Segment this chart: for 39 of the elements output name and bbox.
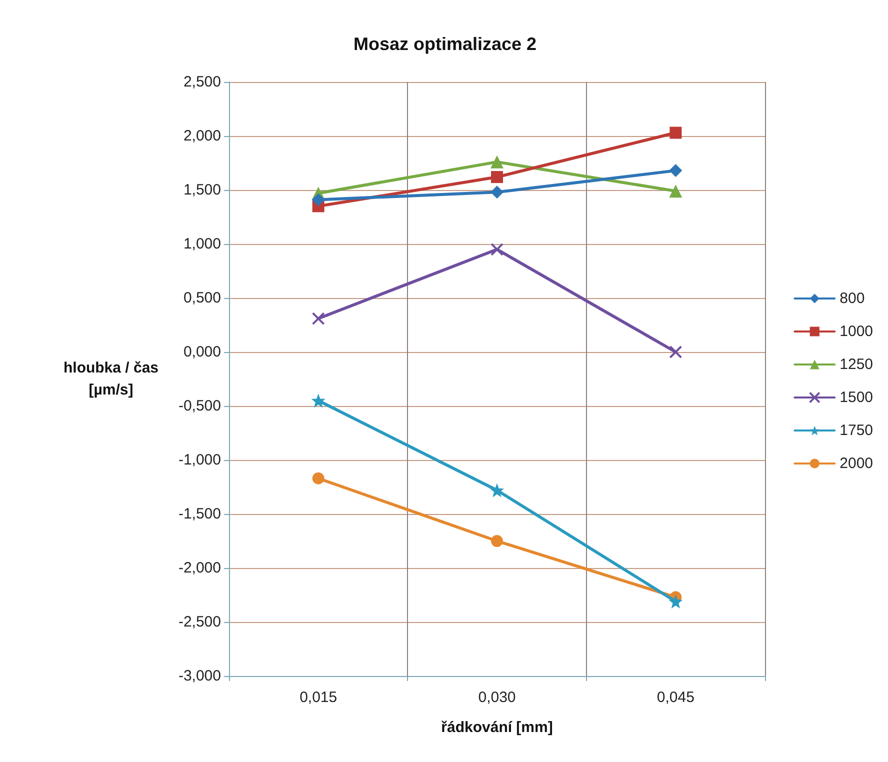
point	[491, 171, 503, 184]
point	[491, 535, 503, 547]
y-tick-label: -1,500	[178, 506, 221, 522]
y-tick-label: 0,000	[183, 344, 221, 360]
y-tick-label: -2,000	[178, 560, 221, 576]
point	[312, 472, 324, 484]
point	[490, 186, 504, 199]
point	[669, 164, 682, 178]
legend-label: 1500	[840, 389, 874, 406]
y-tick-label: -2,500	[178, 614, 221, 630]
x-tick-label: 0,030	[478, 689, 516, 706]
legend-label: 2000	[840, 455, 874, 472]
point	[670, 126, 682, 139]
y-tick-label: 2,500	[183, 74, 221, 90]
point	[490, 155, 504, 168]
y-tick-label: 1,500	[183, 182, 221, 198]
x-tick-label: 0,045	[656, 689, 694, 706]
point	[312, 312, 325, 326]
y-tick-label: 1,000	[183, 236, 221, 252]
x-axis-title: řádkování [mm]	[441, 719, 553, 736]
point	[669, 346, 682, 358]
y-tick-label: 2,000	[183, 128, 221, 144]
y-tick-label: 0,500	[183, 290, 221, 306]
chart-title: Mosaz optimalizace 2	[353, 34, 537, 54]
legend-label: 1250	[840, 356, 874, 373]
legend-label: 1000	[840, 323, 874, 340]
point	[668, 594, 683, 608]
y-tick-label: -3,000	[178, 668, 221, 684]
y-tick-label: -0,500	[178, 398, 221, 414]
legend-label: 800	[840, 290, 865, 307]
point	[312, 193, 325, 206]
y-tick-label: -1,000	[178, 452, 221, 468]
legend-label: 1750	[840, 422, 874, 439]
point	[669, 184, 682, 198]
point	[311, 394, 326, 408]
point	[490, 483, 504, 498]
x-tick-label: 0,015	[300, 689, 338, 706]
point	[490, 242, 504, 256]
y-axis-title: hloubka / čas [µm/s]	[63, 360, 159, 398]
